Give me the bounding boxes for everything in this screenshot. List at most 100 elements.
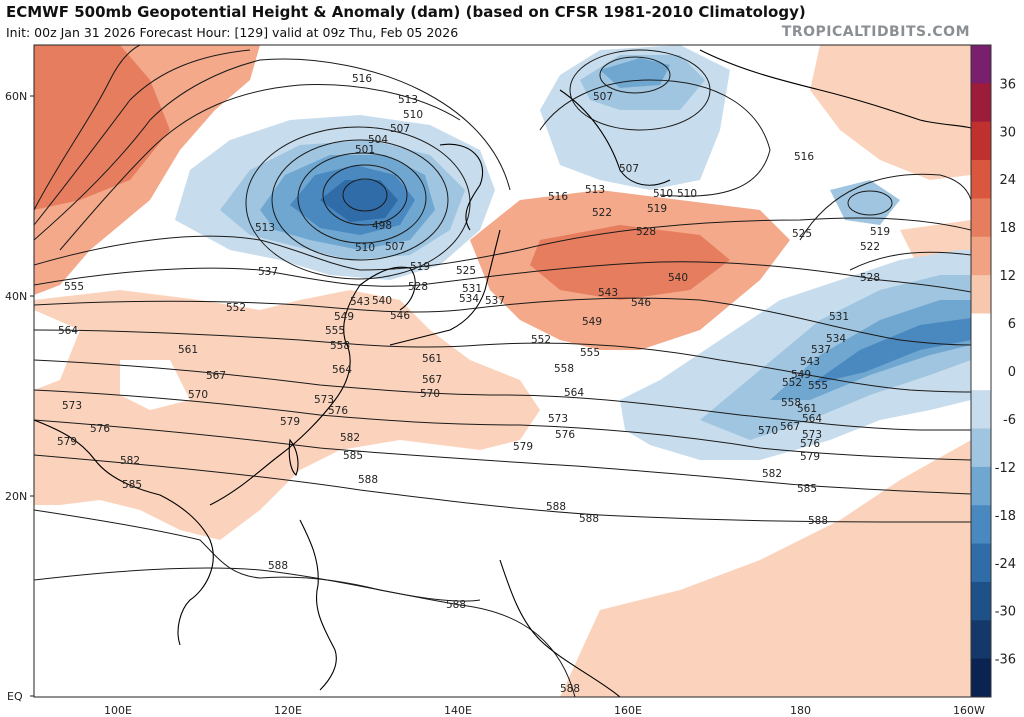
contour-label: 507 [593,91,613,103]
contour-line [59,84,461,251]
coastline-sakhalin [439,143,484,231]
contour-label: 528 [636,226,656,238]
contour-label: 576 [328,405,348,417]
contour-label: 576 [800,438,820,450]
contour-label: 585 [343,450,363,462]
contour-label: 579 [800,451,820,463]
contour-label: 582 [120,455,140,467]
colorbar-swatch [971,658,991,698]
contour-label: 588 [268,560,288,572]
colorbar-swatch [971,505,991,545]
contour-label: 582 [340,432,360,444]
contour-ring [245,126,471,280]
contour-label: 564 [802,413,822,425]
contour-label: 525 [792,228,812,240]
contour-label: 516 [794,151,814,163]
colorbar-label: 0 [1008,365,1016,380]
contour-line [34,329,971,393]
contour-label: 579 [280,416,300,428]
colorbar-label: -12 [995,461,1016,476]
contour-label: 561 [422,353,442,365]
contour-label: 525 [456,265,476,277]
colorbar-label: 6 [1008,317,1016,332]
contour-line [34,419,971,495]
latitude-axis: 60N 40N 20N EQ [5,90,34,703]
lat-label-40n: 40N [5,290,27,303]
colorbar-label: 36 [999,77,1016,92]
contour-line [34,297,971,346]
lon-label-120e: 120E [274,704,302,717]
contour-label: 567 [780,421,800,433]
contour-label: 573 [548,413,568,425]
contour-label: 510 [653,188,673,200]
contour-label: 522 [860,241,880,253]
coastline-china [209,284,361,506]
lon-label-140e: 140E [444,704,472,717]
lat-label-60n: 60N [5,90,27,103]
contour-label: 543 [350,296,370,308]
contour-label: 579 [57,436,77,448]
contour-label: 558 [781,397,801,409]
contour-label: 555 [325,325,345,337]
contour-label: 501 [355,144,375,156]
colorbar-swatch [971,428,991,468]
contour-label: 567 [422,374,442,386]
colorbar-swatch [971,581,991,621]
warm-anomaly-northeast [810,45,971,180]
contour-line [34,58,511,241]
contour-label: 528 [860,272,880,284]
contour-label: 585 [122,479,142,491]
contour-label: 534 [459,293,479,305]
contour-label: 561 [797,403,817,415]
contour-line [34,509,481,602]
colorbar-label: -18 [995,509,1016,524]
contour-label: 564 [564,387,584,399]
colorbar-label: -24 [995,557,1016,572]
contour-label: 513 [255,222,275,234]
lat-label-20n: 20N [5,490,27,503]
map-title: ECMWF 500mb Geopotential Height & Anomal… [6,3,806,21]
colorbar-swatch [971,121,991,161]
brand-watermark: TROPICALTIDBITS.COM [781,24,970,40]
contour-label: 549 [791,369,811,381]
colorbar-swatch [971,620,991,660]
contour-label: 552 [226,302,246,314]
coastline-alaska [699,49,971,129]
contour-ring [322,164,408,226]
contour-label: 507 [619,163,639,175]
lon-label-160w: 160W [953,704,985,717]
height-contours [34,45,971,697]
cold-anomaly-aleutian [830,180,900,225]
contour-label: 519 [410,261,430,273]
contour-label: 588 [560,683,580,695]
contour-label: 537 [485,295,505,307]
colorbar-label: -30 [995,605,1016,620]
cold-anomaly-center-korea-low [320,180,398,222]
contour-label: 558 [330,340,350,352]
warm-anomaly-south-asia [34,290,540,540]
contour-ring [569,49,711,131]
contour-label: 561 [178,344,198,356]
contour-line [799,173,971,241]
coastline-kamchatka [559,89,671,186]
contour-label: 528 [408,281,428,293]
contour-label: 573 [802,429,822,441]
coastline-philippines [299,519,337,691]
contour-label: 564 [332,364,352,376]
colorbar-label: 30 [999,125,1016,140]
colorbar-label: 18 [999,221,1016,236]
contour-label: 570 [758,425,778,437]
contour-label: 549 [334,311,354,323]
contour-label: 555 [64,281,84,293]
contour-label: 534 [826,333,846,345]
longitude-axis: 100E 120E 140E 160E 180 160W [104,704,985,717]
lon-label-100e: 100E [104,704,132,717]
contour-line [539,79,771,197]
contour-label: 513 [585,184,605,196]
warm-anomaly-core-pacific [530,225,730,300]
contour-label: 588 [579,513,599,525]
colorbar-swatch [971,275,991,314]
contour-label: 498 [372,220,392,232]
colorbar-swatch [971,351,991,391]
contour-label: 513 [398,94,418,106]
